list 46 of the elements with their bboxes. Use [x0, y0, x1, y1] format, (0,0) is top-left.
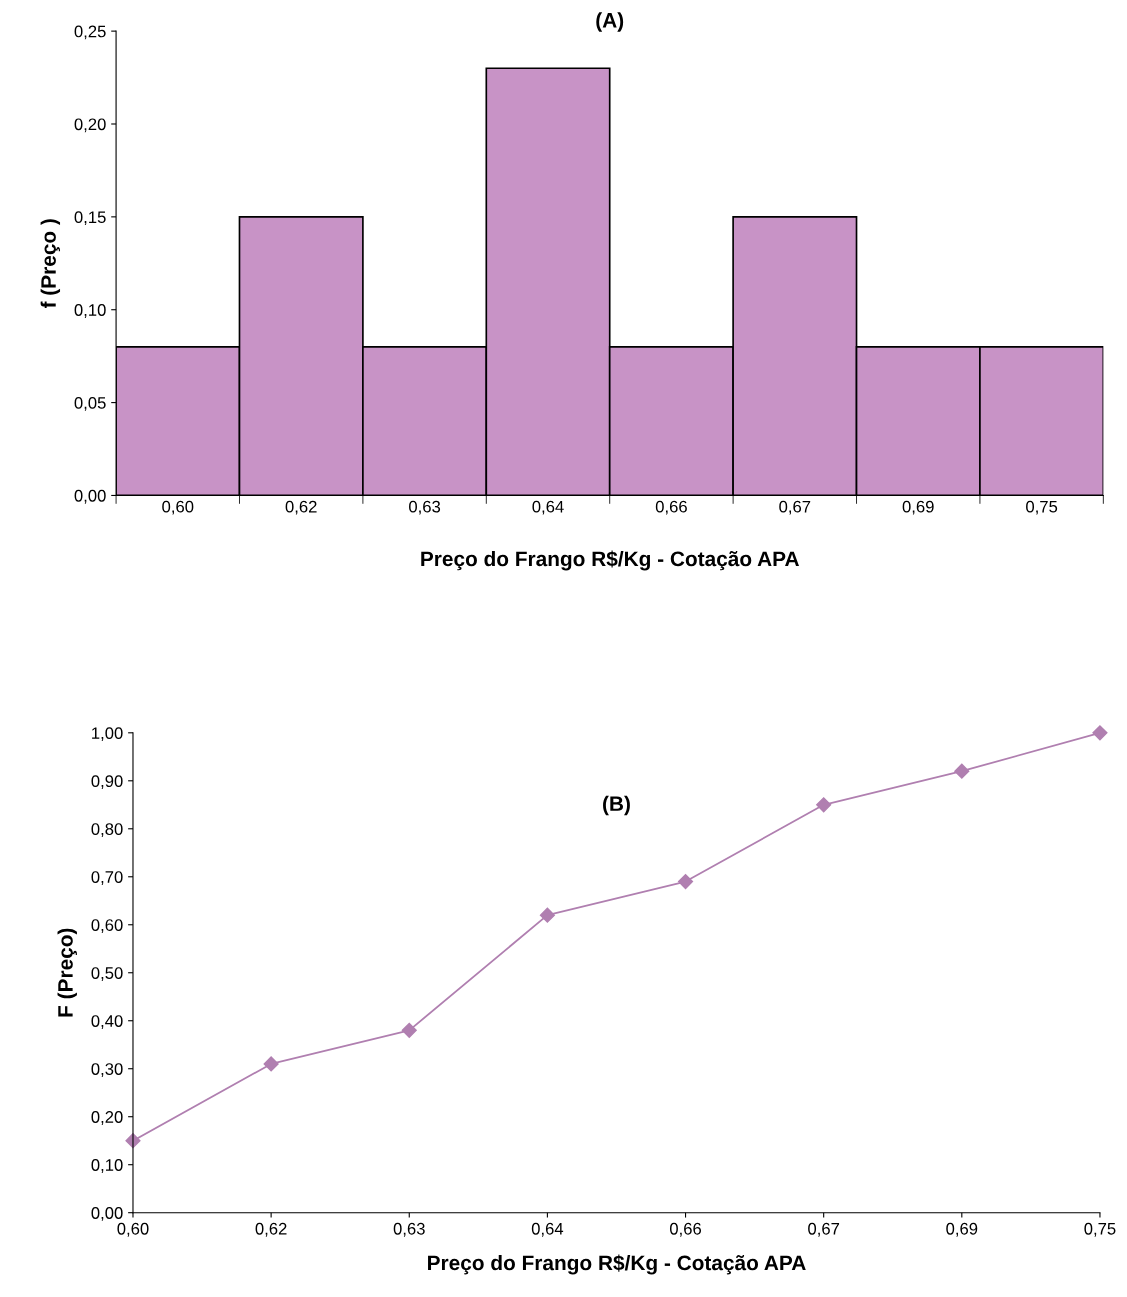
point: [263, 1056, 279, 1072]
x-tick-label: 0,66: [655, 500, 687, 515]
y-tick-label: 0,05: [74, 396, 106, 411]
chart-title: (A): [596, 12, 624, 32]
y-tick-label: 0,90: [91, 775, 123, 789]
x-tick-label: 0,64: [531, 1222, 564, 1237]
y-tick-label: 0,70: [91, 871, 123, 885]
y-tick-label: 0,00: [74, 489, 106, 504]
x-tick-label: 0,67: [779, 500, 811, 515]
y-tick-label: 0,00: [91, 1207, 123, 1221]
y-tick-label: 1,00: [92, 727, 123, 741]
x-tick-label: 0,69: [902, 500, 934, 515]
point: [954, 763, 970, 779]
x-tick-label: 0,66: [669, 1222, 702, 1237]
y-tick-label: 0,10: [74, 304, 106, 318]
y-tick-label: 0,40: [91, 1015, 123, 1029]
y-tick-label: 0,10: [91, 1159, 123, 1173]
y-tick-label: 0,15: [74, 211, 106, 226]
y-tick-label: 0,20: [91, 1111, 123, 1125]
y-tick-label: 0,25: [74, 25, 106, 40]
x-tick-label: 0,60: [117, 1222, 149, 1237]
y-tick-label: 0,20: [74, 118, 106, 133]
text: (B): [603, 795, 630, 816]
x-tick-label: 0,64: [532, 500, 564, 515]
point: [1092, 725, 1108, 741]
x-tick-label: 0,62: [285, 500, 317, 515]
y-tick-label: 0,30: [91, 1063, 123, 1077]
y-axis-title: f (Preço ): [40, 219, 61, 309]
x-tick-label: 0,63: [409, 500, 441, 515]
x-tick-label: 0,75: [1026, 500, 1058, 515]
point: [401, 1022, 417, 1038]
x-axis-title: Preço do Frango R$/Kg - Cotação APA: [421, 550, 799, 571]
x-tick-label: 0,75: [1084, 1222, 1116, 1237]
y-tick-label: 0,80: [91, 823, 123, 837]
y-tick-label: 0,60: [91, 919, 123, 933]
point: [677, 874, 694, 890]
x-tick-label: 0,60: [162, 500, 194, 515]
y-axis-title: F (Preço): [57, 928, 77, 1017]
x-tick-label: 0,67: [808, 1222, 840, 1237]
point: [539, 907, 555, 923]
x-axis-title: Preço do Frango R$/Kg - Cotação APA: [428, 1254, 806, 1275]
point: [816, 797, 832, 813]
x-tick-label: 0,63: [393, 1222, 425, 1237]
x-tick-label: 0,69: [946, 1222, 978, 1237]
x-tick-label: 0,62: [255, 1222, 287, 1237]
y-tick-label: 0,50: [91, 967, 123, 981]
